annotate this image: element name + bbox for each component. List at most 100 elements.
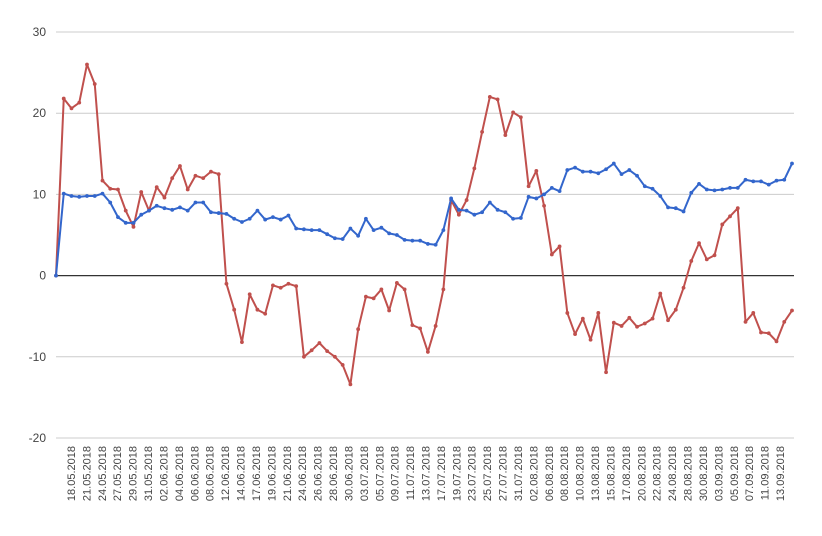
- data-point: [728, 186, 732, 190]
- data-point: [255, 208, 260, 213]
- data-point: [108, 186, 113, 191]
- x-tick-label: 17.06.2018: [251, 446, 263, 501]
- x-tick-label: 09.07.2018: [390, 446, 402, 501]
- data-point: [185, 187, 190, 192]
- data-point: [410, 238, 415, 243]
- data-point: [751, 179, 756, 184]
- x-tick-label: 19.06.2018: [266, 446, 278, 501]
- x-tick-label: 22.08.2018: [652, 446, 664, 501]
- data-point: [123, 220, 128, 225]
- data-point: [449, 196, 454, 201]
- data-point: [131, 220, 136, 225]
- data-point: [340, 237, 345, 241]
- data-point: [240, 220, 244, 224]
- data-point: [371, 296, 376, 301]
- data-point: [635, 324, 639, 329]
- data-point: [170, 207, 175, 212]
- x-tick-label: 30.06.2018: [343, 446, 355, 501]
- y-tick-label: -20: [29, 431, 47, 445]
- x-tick-label: 03.07.2018: [359, 446, 371, 501]
- data-point: [394, 233, 399, 237]
- data-point: [69, 106, 74, 111]
- data-point: [658, 194, 663, 198]
- data-point: [480, 210, 485, 215]
- data-point: [782, 177, 787, 182]
- data-point: [371, 228, 376, 233]
- data-point: [363, 294, 368, 299]
- x-tick-label: 20.08.2018: [636, 446, 648, 501]
- x-tick-label: 17.07.2018: [436, 446, 448, 501]
- data-point: [518, 216, 523, 220]
- data-point: [278, 217, 283, 222]
- data-point: [441, 287, 446, 292]
- data-point: [689, 190, 694, 195]
- series-line: [55, 162, 793, 276]
- data-point: [743, 177, 748, 182]
- data-point: [534, 168, 539, 173]
- data-point: [487, 95, 492, 99]
- data-point: [425, 350, 430, 354]
- data-point: [565, 311, 570, 315]
- data-point: [162, 195, 167, 200]
- data-point: [185, 208, 190, 213]
- data-point: [108, 200, 113, 205]
- data-point: [596, 311, 601, 315]
- data-point: [751, 311, 756, 315]
- data-point: [410, 323, 415, 328]
- data-point: [317, 341, 322, 345]
- x-tick-label: 15.08.2018: [605, 446, 617, 501]
- data-point: [542, 192, 546, 197]
- data-point: [271, 215, 275, 220]
- data-point: [635, 173, 639, 178]
- x-tick-label: 30.08.2018: [698, 446, 710, 501]
- x-tick-label: 03.09.2018: [713, 446, 725, 501]
- data-point: [333, 354, 337, 359]
- data-point: [495, 207, 500, 212]
- x-tick-label: 04.06.2018: [174, 446, 186, 501]
- data-point: [619, 172, 624, 177]
- data-point: [77, 194, 82, 199]
- data-point: [456, 207, 461, 212]
- data-point: [480, 129, 485, 134]
- data-point: [526, 184, 531, 189]
- data-point: [201, 200, 206, 205]
- data-point: [363, 216, 368, 221]
- x-tick-label: 13.09.2018: [775, 446, 787, 501]
- data-point: [689, 259, 694, 263]
- data-point: [433, 324, 438, 328]
- data-point: [604, 167, 608, 172]
- data-point: [611, 320, 616, 325]
- data-point: [557, 244, 562, 249]
- data-point: [263, 217, 268, 222]
- data-point: [766, 182, 771, 187]
- data-point: [379, 225, 384, 230]
- data-point: [619, 324, 624, 328]
- data-point: [542, 203, 546, 208]
- data-point: [627, 315, 632, 320]
- x-tick-label: 02.06.2018: [158, 446, 170, 501]
- data-point: [247, 216, 252, 221]
- x-tick-label: 08.06.2018: [205, 446, 217, 501]
- data-point: [759, 330, 763, 335]
- data-point: [247, 292, 252, 297]
- data-point: [666, 205, 670, 210]
- data-point: [92, 194, 97, 198]
- data-point: [627, 168, 632, 172]
- data-point: [170, 176, 175, 181]
- data-point: [759, 179, 763, 184]
- data-point: [728, 214, 732, 219]
- data-point: [642, 321, 647, 326]
- x-tick-label: 10.08.2018: [575, 446, 587, 501]
- data-point: [302, 227, 306, 232]
- data-point: [154, 185, 159, 189]
- data-point: [387, 231, 392, 236]
- data-point: [472, 166, 477, 171]
- y-tick-label: 30: [33, 25, 47, 39]
- data-point: [534, 196, 539, 201]
- x-tick-label: 23.07.2018: [467, 446, 479, 501]
- data-point: [286, 213, 291, 218]
- data-point: [54, 273, 58, 278]
- x-tick-label: 02.08.2018: [528, 446, 540, 501]
- data-point: [193, 173, 198, 178]
